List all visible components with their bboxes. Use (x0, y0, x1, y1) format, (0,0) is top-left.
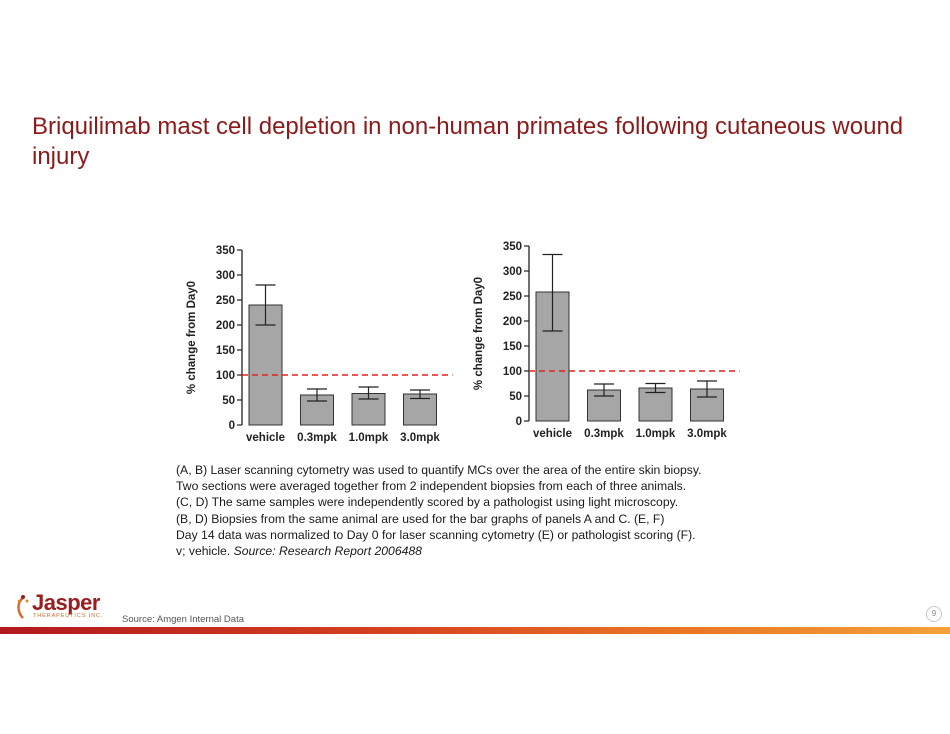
y-tick-label: 100 (216, 370, 235, 382)
page-number: 9 (926, 606, 942, 622)
caption-line: (C, D) The same samples were independent… (176, 495, 679, 510)
x-tick-label: 3.0mpk (400, 432, 440, 444)
slide-title: Briquilimab mast cell depletion in non-h… (32, 113, 904, 170)
y-tick-label: 350 (503, 241, 522, 253)
caption-source: Source: Research Report 2006488 (233, 544, 422, 559)
x-tick-label: 1.0mpk (349, 432, 389, 444)
y-tick-label: 200 (216, 320, 235, 332)
jasper-logo-icon (17, 595, 29, 619)
chart-a: % change from Day0 0 50 100 150 200 250 300 350 v… (175, 238, 455, 458)
x-tick-label: 3.0mpk (687, 428, 727, 440)
logo-wordmark: Jasper (32, 590, 100, 615)
y-axis-label: % change from Day0 (186, 281, 198, 394)
bar (638, 387, 673, 422)
caption-line: (B, D) Biopsies from the same animal are… (176, 511, 665, 526)
caption-line: Two sections were averaged together from… (176, 479, 687, 494)
chart-svg: % change from Day0 0 50 100 150 200 250 300 350 v… (473, 241, 740, 440)
caption-line: (A, B) Laser scanning cytometry was used… (176, 463, 702, 477)
y-tick-label: 250 (216, 295, 235, 307)
figure-caption: (A, B) Laser scanning cytometry was used… (176, 462, 796, 559)
y-axis-label: % change from Day0 (473, 277, 485, 390)
y-tick-label: 0 (229, 420, 235, 432)
footer-color-band (0, 627, 950, 634)
y-tick-label: 0 (516, 416, 522, 428)
y-tick-label: 50 (222, 395, 235, 407)
jasper-logo: Jasper THERAPEUTICS INC. (14, 590, 104, 624)
x-tick-label: 1.0mpk (636, 428, 676, 440)
y-tick-label: 50 (509, 391, 522, 403)
x-tick-label: 0.3mpk (584, 428, 624, 440)
y-tick-label: 350 (216, 245, 235, 257)
x-tick-label: vehicle (246, 432, 285, 444)
y-tick-label: 250 (503, 291, 522, 303)
y-tick-label: 300 (503, 266, 522, 278)
chart-svg: % change from Day0 0 50 100 150 200 250 300 350 v… (186, 245, 453, 444)
caption-line-last: v; vehicle. Source: Research Report 2006… (176, 543, 796, 559)
y-tick-label: 150 (216, 345, 235, 357)
x-tick-label: 0.3mpk (297, 432, 337, 444)
logo-subtext: THERAPEUTICS INC. (33, 613, 104, 619)
caption-line: Day 14 data was normalized to Day 0 for … (176, 527, 696, 542)
y-tick-label: 200 (503, 316, 522, 328)
caption-abbrev: v; vehicle. (176, 544, 234, 559)
y-tick-label: 100 (503, 366, 522, 378)
y-tick-label: 300 (216, 270, 235, 282)
x-tick-label: vehicle (533, 428, 572, 440)
y-tick-label: 150 (503, 341, 522, 353)
chart-b: % change from Day0 0 50 100 150 200 250 300 350 v… (462, 234, 742, 454)
footer-source: Source: Amgen Internal Data (122, 614, 244, 625)
